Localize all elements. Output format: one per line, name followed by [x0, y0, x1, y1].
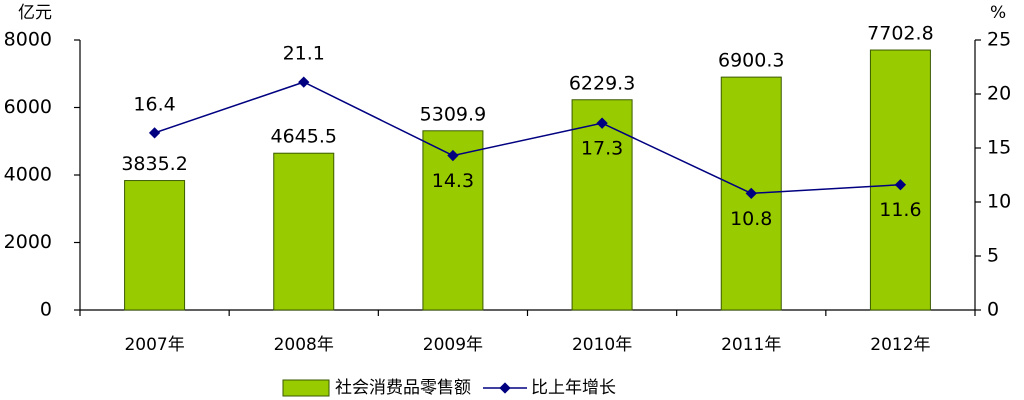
y-tick-label: 0 [40, 299, 52, 321]
line-value-label: 16.4 [133, 93, 175, 115]
line-marker [148, 127, 161, 139]
legend-swatch [282, 379, 330, 397]
y-tick-label: 6000 [4, 96, 52, 118]
bar-value-label: 5309.9 [420, 103, 486, 125]
y2-tick-label: 20 [987, 83, 1011, 105]
y2-tick-label: 15 [987, 137, 1011, 159]
line [154, 81, 901, 195]
x-tick-label: 2011年 [721, 335, 781, 355]
bar-value-label: 7702.8 [867, 23, 933, 45]
bar-value-label: 3835.2 [121, 153, 187, 175]
legend-marker [499, 382, 511, 394]
x-tick-label: 2012年 [870, 335, 930, 355]
bar-value-label: 4645.5 [271, 126, 337, 148]
line-marker [894, 179, 907, 191]
y2-tick-label: 0 [987, 299, 999, 321]
x-tick-label: 2008年 [274, 335, 334, 355]
y2-tick-label: 10 [987, 191, 1011, 213]
y-tick-label: 4000 [4, 164, 52, 186]
x-tick-label: 2009年 [423, 335, 483, 355]
bar [571, 99, 633, 311]
y2-unit: % [990, 3, 1006, 23]
line-value-label: 14.3 [432, 170, 474, 192]
line-value-label: 11.6 [879, 199, 921, 221]
x-tick-label: 2007年 [124, 335, 184, 355]
bar-value-label: 6900.3 [718, 50, 784, 72]
line-marker [447, 149, 459, 162]
bar [273, 152, 335, 311]
y2-tick-label: 25 [987, 29, 1011, 51]
bar [422, 130, 484, 311]
line-value-label: 17.3 [581, 138, 623, 160]
line-value-label: 21.1 [283, 43, 325, 65]
line-value-label: 10.8 [730, 208, 772, 230]
y-tick-label: 2000 [4, 231, 52, 253]
bar-value-label: 6229.3 [569, 72, 635, 94]
x-tick-label: 2010年 [572, 335, 632, 355]
legend-label: 比上年增长 [531, 378, 616, 398]
y2-tick-label: 5 [987, 245, 999, 267]
y-tick-label: 8000 [4, 29, 52, 51]
bar [124, 180, 186, 311]
line-marker [298, 76, 310, 88]
legend-label: 社会消费品零售额 [335, 378, 471, 398]
line-marker [745, 187, 757, 200]
y-unit: 亿元 [18, 3, 52, 23]
